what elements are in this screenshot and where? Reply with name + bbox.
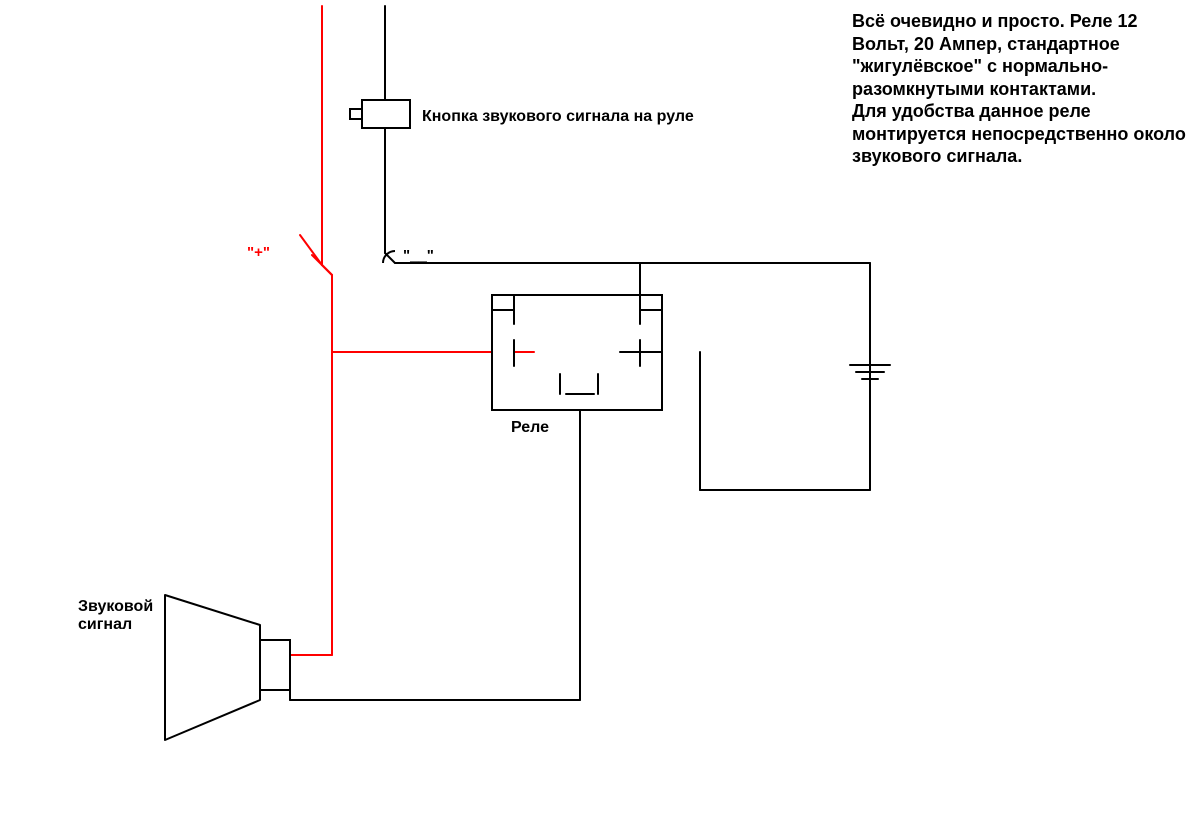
minus-label: "__": [403, 247, 434, 264]
horn-label: Звуковой сигнал: [78, 598, 153, 634]
diagram-stage: Всё очевидно и просто. Реле 12 Вольт, 20…: [0, 0, 1200, 821]
description-text: Всё очевидно и просто. Реле 12 Вольт, 20…: [852, 10, 1192, 168]
relay-label: Реле: [511, 419, 549, 437]
horn-button-label: Кнопка звукового сигнала на руле: [422, 108, 694, 126]
plus-label: "+": [247, 244, 270, 261]
